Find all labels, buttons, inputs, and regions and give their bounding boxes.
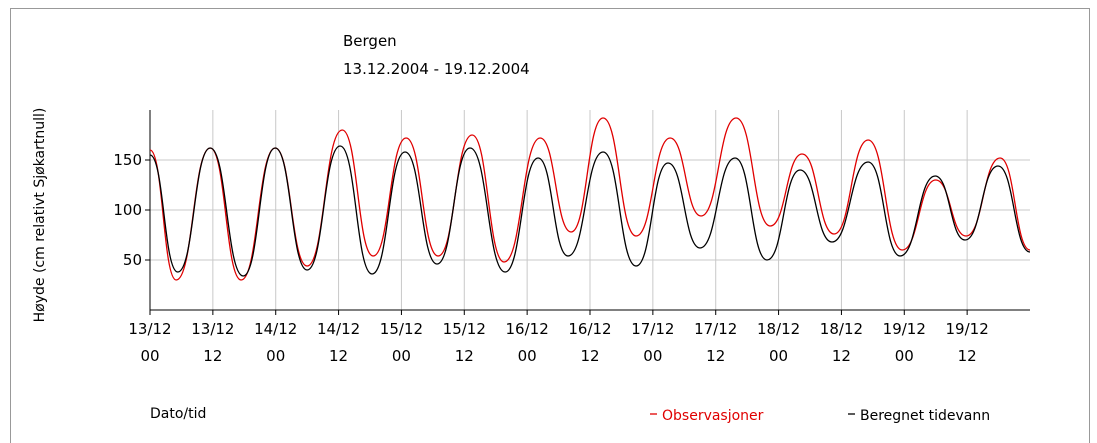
- x-tick-label: 18/12: [820, 320, 863, 338]
- x-tick-hour: 00: [392, 347, 411, 365]
- legend: Observasjoner Beregnet tidevann: [650, 408, 990, 424]
- y-tick-label: 100: [113, 201, 142, 219]
- chart-title: Bergen: [343, 32, 397, 50]
- x-tick-label: 15/12: [443, 320, 486, 338]
- x-tick-label: 14/12: [317, 320, 360, 338]
- x-tick-label: 13/12: [128, 320, 171, 338]
- x-tick-hour: 12: [832, 347, 851, 365]
- x-tick-label: 13/12: [191, 320, 234, 338]
- x-tick-label: 17/12: [694, 320, 737, 338]
- x-tick-label: 18/12: [757, 320, 800, 338]
- x-tick-hour: 00: [769, 347, 788, 365]
- legend-label: Beregnet tidevann: [860, 408, 990, 424]
- x-tick-hour: 12: [203, 347, 222, 365]
- y-axis-label: Høyde (cm relativt Sjøkartnull): [32, 108, 48, 323]
- x-tick-label: 19/12: [883, 320, 926, 338]
- x-tick-label: 15/12: [380, 320, 423, 338]
- frame: [10, 8, 1090, 443]
- x-tick-label: 19/12: [946, 320, 989, 338]
- x-tick-hour: 00: [643, 347, 662, 365]
- legend-label: Observasjoner: [662, 408, 764, 424]
- x-tick-label: 17/12: [631, 320, 674, 338]
- y-tick-label: 50: [123, 251, 142, 269]
- x-axis-label: Dato/tid: [150, 406, 206, 422]
- x-tick-hour: 00: [266, 347, 285, 365]
- x-tick-hour: 12: [706, 347, 725, 365]
- x-tick-hour: 12: [455, 347, 474, 365]
- x-tick-label: 16/12: [506, 320, 549, 338]
- y-tick-label: 150: [113, 151, 142, 169]
- x-tick-hour: 12: [958, 347, 977, 365]
- x-tick-hour: 12: [580, 347, 599, 365]
- series-line: [149, 145, 1031, 277]
- x-tick-hour: 00: [895, 347, 914, 365]
- x-tick-hour: 12: [329, 347, 348, 365]
- x-tick-hour: 00: [140, 347, 159, 365]
- x-tick-label: 14/12: [254, 320, 297, 338]
- x-tick-label: 16/12: [568, 320, 611, 338]
- x-tick-hour: 00: [518, 347, 537, 365]
- chart-subtitle: 13.12.2004 - 19.12.2004: [343, 60, 530, 78]
